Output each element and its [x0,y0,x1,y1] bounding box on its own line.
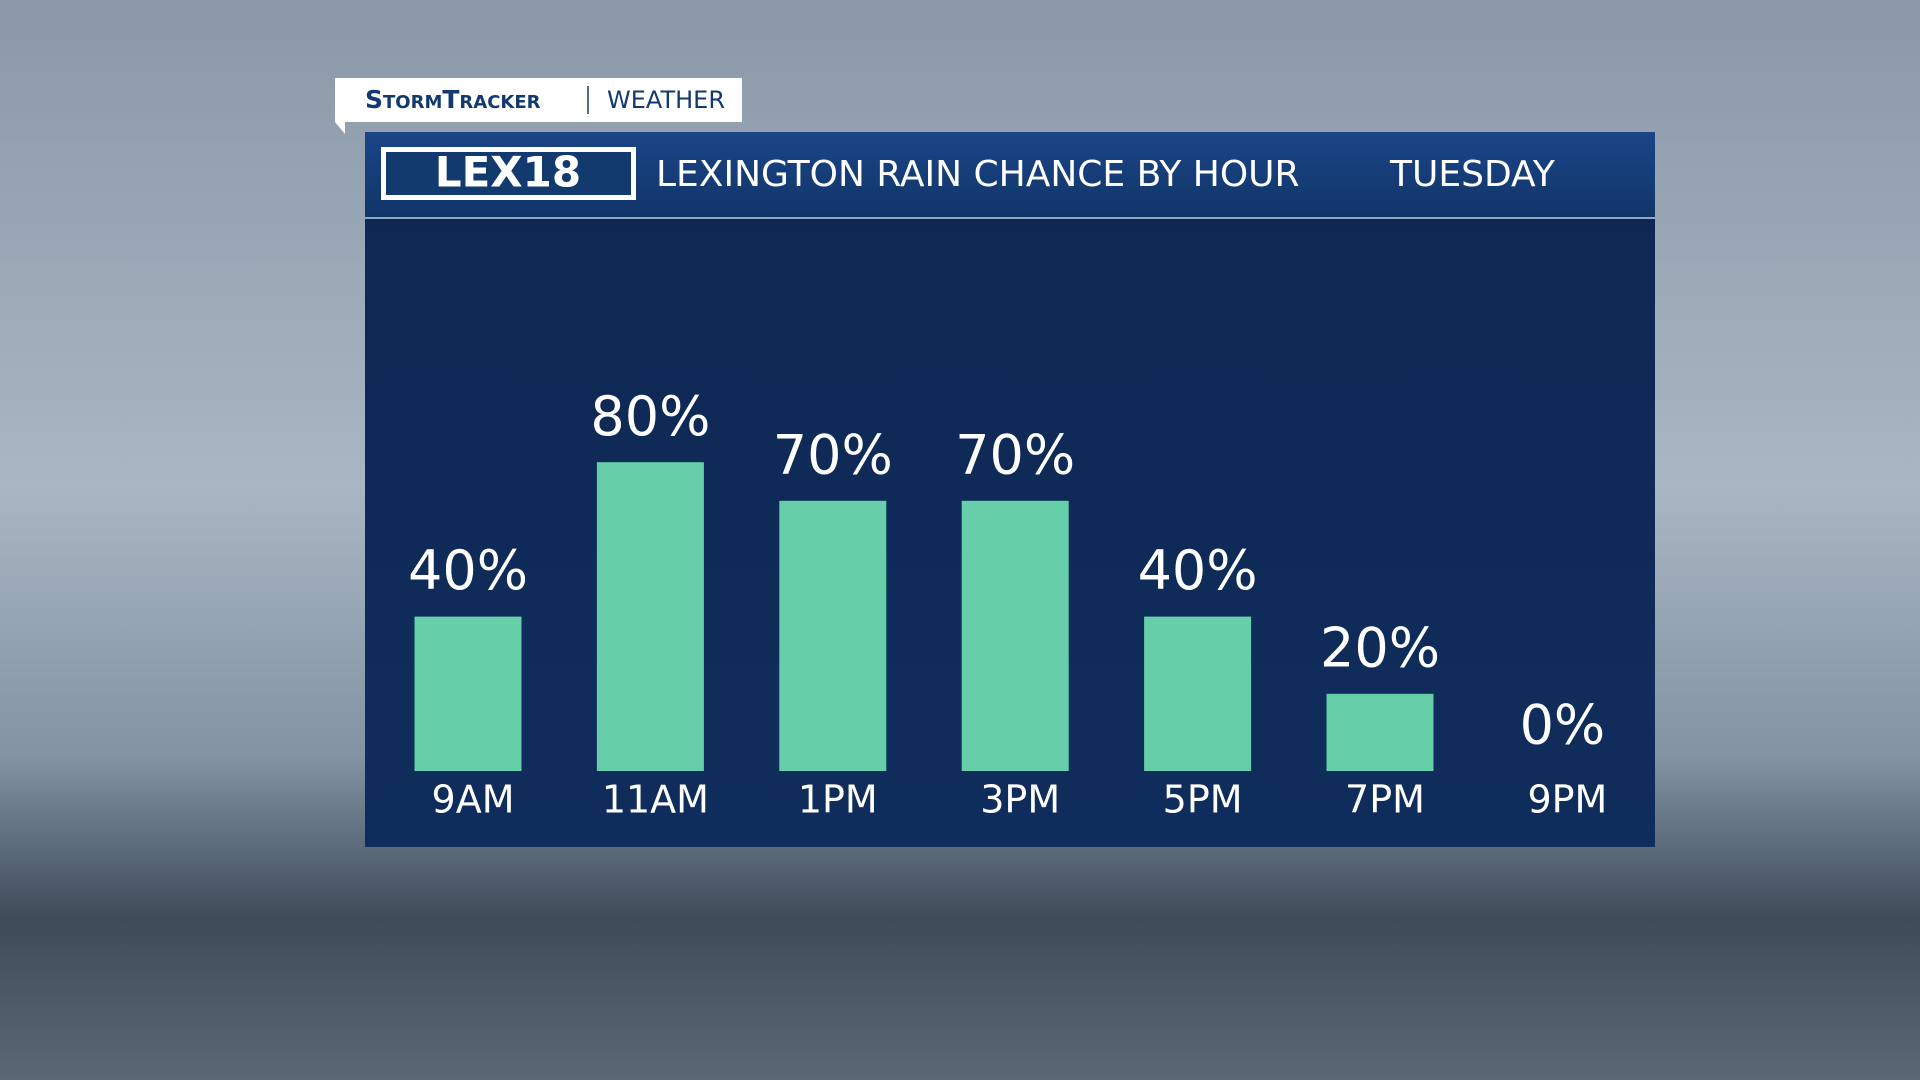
value-label: 40% [1138,539,1258,602]
bar [1144,616,1252,771]
value-label: 0% [1520,694,1606,757]
bar [596,462,704,771]
x-tick-label: 11AM [602,778,709,822]
value-label: 70% [955,423,1075,486]
x-tick-label: 9PM [1527,778,1607,822]
brand-section: WEATHER [607,86,725,114]
value-label: 70% [773,423,893,486]
logo-inner [386,152,631,195]
x-tick-label: 7PM [1345,778,1425,822]
brand-tab [335,78,742,122]
x-tick-label: 5PM [1163,778,1243,822]
chart-subtitle: TUESDAY [1389,154,1556,195]
bar [414,616,522,771]
value-label: 40% [408,539,528,602]
bar [1326,693,1434,771]
chart-title: LEXINGTON RAIN CHANCE BY HOUR [656,154,1300,195]
value-label: 80% [590,385,710,448]
bar [779,500,887,771]
bar [961,500,1069,771]
x-tick-label: 3PM [980,778,1060,822]
value-label: 20% [1320,616,1440,679]
brand-name: StormTracker [365,85,541,114]
x-tick-label: 9AM [432,778,515,822]
logo-text: LEX18 [435,148,581,197]
x-tick-label: 1PM [798,778,878,822]
tab-corner [335,122,345,134]
